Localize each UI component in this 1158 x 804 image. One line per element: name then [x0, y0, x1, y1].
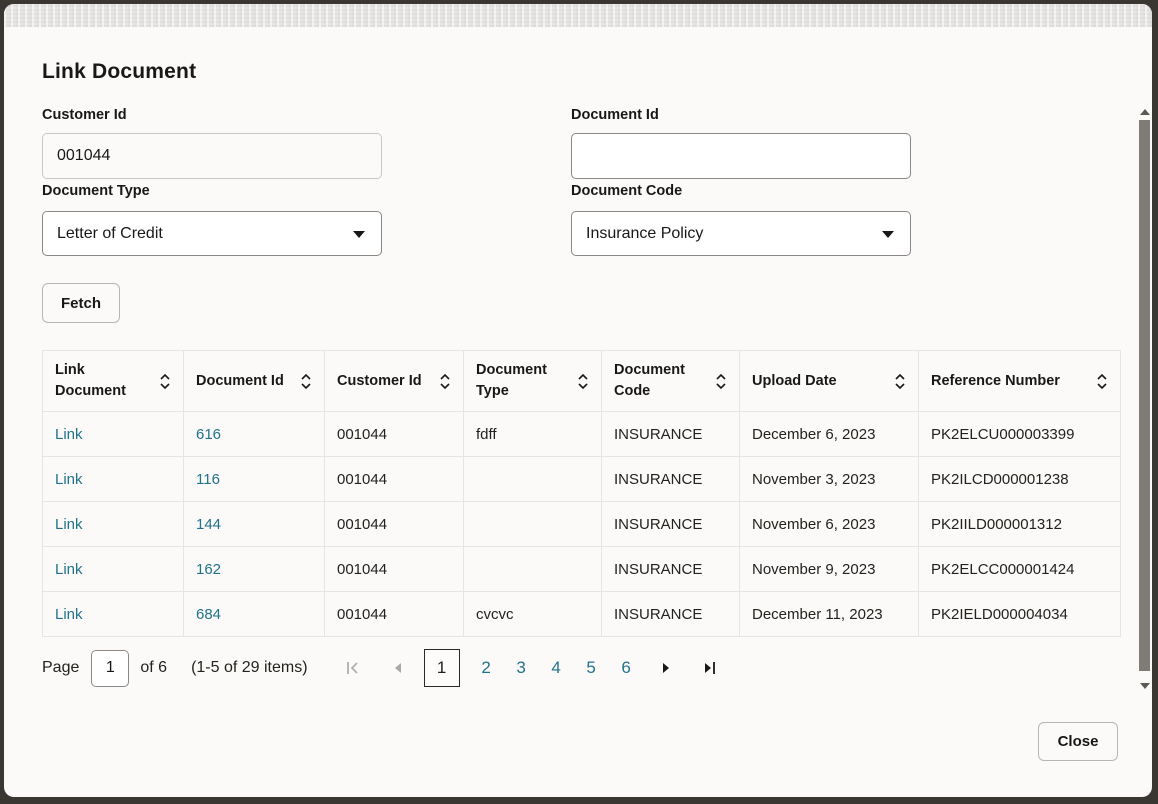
page-number-input[interactable]	[91, 649, 130, 687]
document-code-cell: INSURANCE	[601, 411, 740, 458]
document-id-link[interactable]: 116	[196, 470, 220, 488]
table-row: Link 116 001044 INSURANCE November 3, 20…	[42, 456, 1121, 503]
page-of-label: of 6	[140, 659, 168, 676]
background-strip	[4, 4, 1152, 27]
document-type-select[interactable]: Letter of Credit	[42, 211, 382, 256]
previous-page-icon[interactable]	[389, 659, 407, 677]
column-header-document-code[interactable]: Document Code	[601, 349, 740, 413]
sort-icon[interactable]	[715, 373, 727, 390]
link-document-dialog: Link Document Customer Id Document Id Do…	[4, 4, 1152, 797]
column-header-upload-date[interactable]: Upload Date	[739, 349, 919, 413]
reference-number-cell: PK2ELCU000003399	[918, 411, 1121, 458]
page-label: Page	[42, 659, 80, 676]
customer-id-cell: 001044	[324, 411, 464, 458]
customer-id-cell: 001044	[324, 591, 464, 638]
reference-number-cell: PK2IELD000004034	[918, 591, 1121, 638]
upload-date-cell: November 3, 2023	[739, 456, 919, 503]
customer-id-field[interactable]	[42, 133, 382, 179]
link-action[interactable]: Link	[55, 470, 83, 488]
chevron-down-icon	[353, 230, 365, 238]
document-id-link[interactable]: 684	[196, 605, 222, 623]
document-id-link[interactable]: 144	[196, 515, 222, 533]
document-type-cell: fdff	[463, 411, 602, 458]
column-header-document-type[interactable]: Document Type	[463, 349, 602, 413]
first-page-icon[interactable]	[344, 659, 362, 677]
fetch-button[interactable]: Fetch	[42, 283, 120, 323]
document-type-selected-value: Letter of Credit	[57, 224, 163, 242]
last-page-icon[interactable]	[701, 659, 719, 677]
reference-number-cell: PK2ELCC000001424	[918, 546, 1121, 593]
document-id-field[interactable]	[571, 133, 911, 179]
document-id-label: Document Id	[571, 107, 659, 123]
pagination-controls: 1 2 3 4 5 6	[344, 649, 719, 687]
documents-table: Link Document Document Id Customer Id Do…	[42, 349, 1121, 638]
next-page-icon[interactable]	[657, 659, 675, 677]
upload-date-cell: December 6, 2023	[739, 411, 919, 458]
pagination-page-5[interactable]: 5	[586, 658, 596, 677]
column-header-reference-number[interactable]: Reference Number	[918, 349, 1121, 413]
document-code-label: Document Code	[571, 183, 683, 199]
customer-id-label: Customer Id	[42, 107, 127, 123]
upload-date-cell: November 9, 2023	[739, 546, 919, 593]
reference-number-cell: PK2ILCD000001238	[918, 456, 1121, 503]
document-type-cell	[463, 456, 602, 503]
document-id-link[interactable]: 162	[196, 560, 222, 578]
pagination-page-4[interactable]: 4	[551, 658, 561, 677]
sort-icon[interactable]	[159, 373, 171, 390]
link-action[interactable]: Link	[55, 425, 83, 443]
page-title: Link Document	[42, 60, 197, 83]
column-header-link-document[interactable]: Link Document	[42, 349, 184, 413]
pagination-page-2[interactable]: 2	[481, 658, 491, 677]
table-row: Link 162 001044 INSURANCE November 9, 20…	[42, 546, 1121, 593]
items-count-label: (1-5 of 29 items)	[191, 659, 308, 676]
table-row: Link 144 001044 INSURANCE November 6, 20…	[42, 501, 1121, 548]
table-row: Link 684 001044 cvcvc INSURANCE December…	[42, 591, 1121, 638]
sort-icon[interactable]	[300, 373, 312, 390]
close-button[interactable]: Close	[1038, 722, 1118, 761]
customer-id-cell: 001044	[324, 501, 464, 548]
document-code-selected-value: Insurance Policy	[586, 224, 704, 242]
table-row: Link 616 001044 fdff INSURANCE December …	[42, 411, 1121, 458]
document-code-cell: INSURANCE	[601, 501, 740, 548]
pagination-page-3[interactable]: 3	[516, 658, 526, 677]
pagination-bar: Page of 6 (1-5 of 29 items) 1 2 3 4 5 6	[42, 648, 719, 688]
link-action[interactable]: Link	[55, 605, 83, 623]
customer-id-cell: 001044	[324, 456, 464, 503]
pagination-page-6[interactable]: 6	[621, 658, 631, 677]
document-type-cell	[463, 546, 602, 593]
document-code-cell: INSURANCE	[601, 546, 740, 593]
table-header-row: Link Document Document Id Customer Id Do…	[42, 349, 1121, 413]
scrollbar-up-arrow-icon[interactable]	[1139, 106, 1151, 118]
scrollbar-down-arrow-icon[interactable]	[1139, 680, 1151, 692]
upload-date-cell: December 11, 2023	[739, 591, 919, 638]
sort-icon[interactable]	[894, 373, 906, 390]
link-action[interactable]: Link	[55, 560, 83, 578]
customer-id-cell: 001044	[324, 546, 464, 593]
document-id-link[interactable]: 616	[196, 425, 222, 443]
link-action[interactable]: Link	[55, 515, 83, 533]
reference-number-cell: PK2IILD000001312	[918, 501, 1121, 548]
sort-icon[interactable]	[439, 373, 451, 390]
document-code-cell: INSURANCE	[601, 456, 740, 503]
document-code-cell: INSURANCE	[601, 591, 740, 638]
upload-date-cell: November 6, 2023	[739, 501, 919, 548]
document-type-cell	[463, 501, 602, 548]
pagination-page-1-current[interactable]: 1	[423, 649, 460, 687]
document-code-select[interactable]: Insurance Policy	[571, 211, 911, 256]
column-header-document-id[interactable]: Document Id	[183, 349, 325, 413]
chevron-down-icon	[882, 230, 894, 238]
document-type-cell: cvcvc	[463, 591, 602, 638]
sort-icon[interactable]	[1096, 373, 1108, 390]
scrollbar-thumb[interactable]	[1139, 120, 1150, 671]
sort-icon[interactable]	[577, 373, 589, 390]
column-header-customer-id[interactable]: Customer Id	[324, 349, 464, 413]
document-type-label: Document Type	[42, 183, 150, 199]
